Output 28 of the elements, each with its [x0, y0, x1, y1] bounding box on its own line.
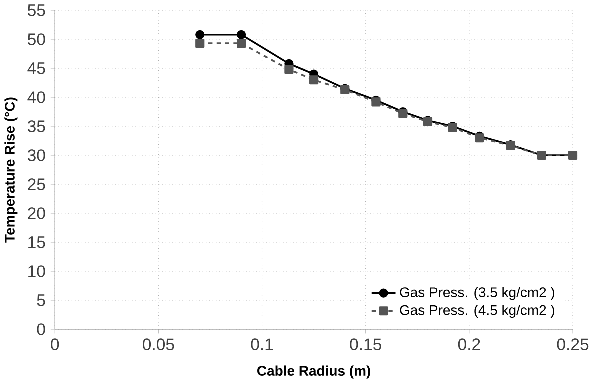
y-axis-title: Temperature Rise (°C) — [4, 98, 18, 243]
y-tick-label: 5 — [37, 294, 46, 306]
point — [310, 75, 319, 84]
y-tick-label: 10 — [28, 265, 46, 278]
point — [196, 30, 205, 40]
legend-label: Gas Press. (4.5 kg/cm2 ) — [400, 304, 554, 318]
x-tick-label: 0 — [51, 338, 60, 350]
x-axis-title: Cable Radius (m) — [258, 366, 370, 379]
x-tick-label: 0.1 — [251, 338, 274, 350]
point — [196, 38, 205, 48]
x-tick-label: 0.25 — [557, 338, 589, 350]
y-tick-label: 55 — [28, 4, 46, 16]
y-tick-label: 25 — [28, 178, 46, 190]
y-tick-label: 20 — [28, 207, 46, 220]
y-tick-label: 45 — [28, 62, 46, 74]
y-tick-label: 0 — [37, 323, 46, 336]
y-tick-label: 50 — [28, 33, 46, 46]
x-tick-label: 0.15 — [350, 338, 382, 350]
x-tick-label: 0.2 — [458, 338, 480, 350]
point — [284, 64, 294, 74]
x-tick-label: 0.05 — [143, 338, 174, 350]
point — [237, 30, 246, 40]
y-tick-label: 15 — [28, 236, 46, 248]
point — [237, 38, 246, 48]
y-tick-label: 40 — [28, 91, 46, 104]
y-tick-label: 30 — [28, 149, 46, 162]
y-tick-label: 35 — [28, 120, 46, 132]
legend-label: Gas Press. (3.5 kg/cm2 ) — [400, 287, 554, 300]
